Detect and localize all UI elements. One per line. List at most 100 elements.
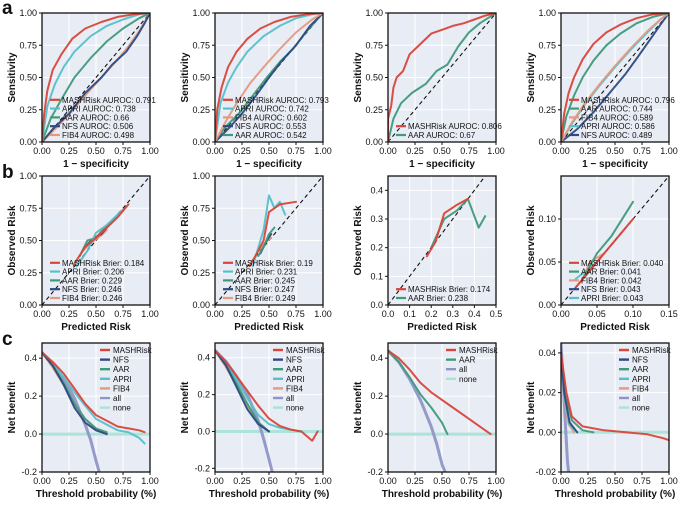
legend-label-mashrisk: MASHRisk xyxy=(459,346,499,355)
series-group xyxy=(561,176,669,305)
series-line-aar xyxy=(561,13,669,142)
legend-label-fib4: FIB4 xyxy=(113,384,130,393)
legend-label-nfs: NFS Brier: 0.246 xyxy=(62,285,122,294)
x-tick-label: 0.10 xyxy=(624,309,642,319)
x-tick-label: 0.75 xyxy=(114,476,132,486)
y-tick-label: 1.00 xyxy=(19,171,37,181)
y-axis-label: Net benefit xyxy=(353,381,364,433)
x-tick-label: 0.2 xyxy=(425,309,438,319)
series-group xyxy=(561,343,669,472)
y-tick-label: 0.1 xyxy=(370,271,383,281)
plot-frame xyxy=(214,342,324,473)
y-tick-label: 0.25 xyxy=(365,105,383,115)
chart-b-3: 0.00 0.05 0.10 0.15 0.00 0.05 0.10 Predicted Ri… xyxy=(526,175,678,333)
y-tick-label: 0.75 xyxy=(538,40,556,50)
x-tick-label: 0.25 xyxy=(60,476,78,486)
y-tick-label: 0.50 xyxy=(192,236,210,246)
y-tick-label: -0.2 xyxy=(194,463,210,473)
x-tick-label: 0.25 xyxy=(406,146,424,156)
y-tick-label: 0.75 xyxy=(192,40,210,50)
x-tick-label: 1.00 xyxy=(314,476,332,486)
y-tick-label: 0.75 xyxy=(192,203,210,213)
y-tick-label: 0.25 xyxy=(19,105,37,115)
series-line-mashrisk xyxy=(425,197,469,258)
legend-label-none: none xyxy=(459,375,477,384)
series-line-nfs xyxy=(215,13,323,142)
series-line-aar xyxy=(42,13,150,142)
x-tick-label: 0.50 xyxy=(606,476,624,486)
series-line-aar xyxy=(388,13,496,142)
legend-label-apri: APRI Brier: 0.043 xyxy=(581,294,644,303)
x-tick-label: 0.4 xyxy=(468,309,481,319)
legend-label-fib4: FIB4 Brier: 0.042 xyxy=(581,276,642,285)
plot-frame xyxy=(387,342,497,473)
series-group xyxy=(215,176,323,305)
series-line-mashrisk xyxy=(561,351,669,442)
y-tick-label: 0.2 xyxy=(24,391,37,401)
x-tick-label: 0.5 xyxy=(490,309,503,319)
x-tick-label: 0.25 xyxy=(60,146,78,156)
legend-label-mashrisk: MASHRisk Brier: 0.184 xyxy=(62,259,145,268)
x-tick-label: 1.00 xyxy=(314,146,332,156)
plot-frame xyxy=(41,342,151,473)
y-tick-label: 0.0 xyxy=(370,300,383,310)
plot-frame xyxy=(214,12,324,143)
x-tick-label: 1.00 xyxy=(487,476,505,486)
y-tick-label: -0.02 xyxy=(535,467,556,477)
series-line-fib4 xyxy=(561,13,669,142)
panel-label-c: c xyxy=(2,329,13,350)
y-tick-label: 1.00 xyxy=(538,8,556,18)
legend-label-all: all xyxy=(459,365,467,374)
y-tick-label: 0.00 xyxy=(538,427,556,437)
y-axis-label: Observed Risk xyxy=(353,205,364,275)
x-tick-label: 1.00 xyxy=(141,146,159,156)
y-tick-label: 0.75 xyxy=(365,40,383,50)
series-line-mashrisk xyxy=(215,13,323,142)
legend-label-aar: AAR xyxy=(286,365,303,374)
y-tick-label: 0.00 xyxy=(538,137,556,147)
series-line-nfs xyxy=(561,13,669,142)
y-tick-label: 0.00 xyxy=(19,300,37,310)
y-tick-label: 0.00 xyxy=(538,300,556,310)
x-tick-label: 1.00 xyxy=(141,476,159,486)
legend-label-apri: APRI xyxy=(113,375,132,384)
x-tick-label: 0.00 xyxy=(206,476,224,486)
x-tick-label: 0.75 xyxy=(114,309,132,319)
series-line-nfs xyxy=(42,13,150,142)
panel-label-b: b xyxy=(2,162,14,183)
series-line-mashrisk xyxy=(215,349,319,442)
plot-frame xyxy=(560,12,670,143)
x-tick-label: 0.75 xyxy=(287,309,305,319)
chart-c-3: 0.00 0.25 0.50 0.75 1.00-0.020.000.020.04Thr… xyxy=(526,342,678,500)
y-tick-label: 0.02 xyxy=(538,388,556,398)
y-tick-label: 0.00 xyxy=(192,137,210,147)
legend-label-nfs: NFS xyxy=(113,356,129,365)
legend-label-all: all xyxy=(632,394,640,403)
x-tick-label: 0.50 xyxy=(260,309,278,319)
y-tick-label: 0.4 xyxy=(370,353,383,363)
chart-c-2: 0.00 0.25 0.50 0.75 1.00 -0.2 0.0 0.2 0.4 Thresho… xyxy=(353,342,505,500)
legend-label-aar: AAR xyxy=(113,365,130,374)
legend-label-mashrisk: MASHRisk AUROC: 0.806 xyxy=(408,122,502,131)
series-line-nfs xyxy=(42,351,108,436)
y-tick-label: 1.00 xyxy=(192,8,210,18)
legend-label-aar: AAR AUROC: 0.542 xyxy=(235,131,307,140)
y-tick-label: -0.2 xyxy=(367,467,383,477)
y-tick-label: 0.0 xyxy=(197,426,210,436)
y-axis-label: Observed Risk xyxy=(526,205,537,275)
series-group xyxy=(42,13,150,142)
legend-label-nfs: NFS AUROC: 0.489 xyxy=(581,131,653,140)
legend-label-aar: AAR Brier: 0.238 xyxy=(408,294,469,303)
series-line-mashrisk xyxy=(248,200,297,268)
legend-label-fib4: FIB4 AUROC: 0.498 xyxy=(62,131,135,140)
x-axis-label: Threshold probability (%) xyxy=(382,489,503,500)
x-axis-label: Predicted Risk xyxy=(407,322,477,333)
x-tick-label: 0.00 xyxy=(552,309,570,319)
y-axis-label: Sensitivity xyxy=(353,52,364,102)
diagonal-reference-line xyxy=(388,13,496,142)
y-tick-label: 0.0 xyxy=(24,429,37,439)
